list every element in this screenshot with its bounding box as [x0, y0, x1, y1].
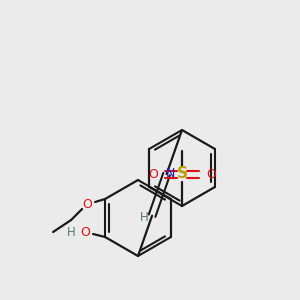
Text: S: S [176, 167, 188, 182]
Text: O: O [148, 167, 158, 181]
Text: O: O [206, 167, 216, 181]
Text: O: O [82, 197, 92, 211]
Text: H: H [67, 226, 76, 239]
Text: H: H [140, 211, 148, 224]
Text: N: N [166, 167, 175, 180]
Text: O: O [80, 226, 90, 238]
